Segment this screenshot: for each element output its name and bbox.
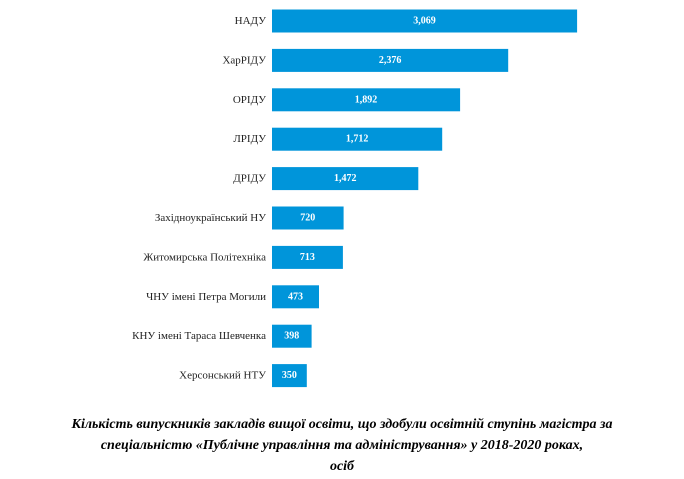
value-label-5: 720 bbox=[300, 213, 315, 224]
category-label-5: Західноукраїнський НУ bbox=[155, 212, 266, 224]
category-label-0: НАДУ bbox=[235, 15, 267, 27]
bar-5 bbox=[272, 206, 344, 230]
value-label-2: 1,892 bbox=[355, 94, 378, 105]
category-label-1: ХарРІДУ bbox=[222, 54, 266, 66]
bar-8 bbox=[272, 324, 312, 348]
value-label-0: 3,069 bbox=[413, 16, 436, 27]
bar-9 bbox=[272, 364, 307, 388]
bar-2 bbox=[272, 88, 461, 112]
category-label-6: Житомирська Політехніка bbox=[143, 251, 266, 263]
caption-line-3: осіб bbox=[329, 459, 355, 474]
bar-7 bbox=[272, 285, 319, 309]
bar-4 bbox=[272, 167, 419, 191]
value-label-1: 2,376 bbox=[379, 55, 402, 66]
value-label-8: 398 bbox=[284, 331, 299, 342]
bar-chart: НАДУ 3,069 ХарРІДУ 2,376 ОРІДУ 1,892 ЛРІДУ 1,71… bbox=[132, 9, 578, 388]
value-label-3: 1,712 bbox=[346, 134, 369, 145]
value-label-4: 1,472 bbox=[334, 173, 357, 184]
chart-canvas: НАДУ 3,069 ХарРІДУ 2,376 ОРІДУ 1,892 ЛРІДУ 1,71… bbox=[132, 9, 578, 388]
value-label-6: 713 bbox=[300, 252, 315, 263]
bar-1 bbox=[272, 48, 509, 72]
bar-6 bbox=[272, 245, 343, 269]
caption-line-1: Кількість випускників закладів вищої осв… bbox=[71, 417, 613, 432]
caption-line-2: спеціальністю «Публічне управління та ад… bbox=[100, 438, 584, 453]
value-label-9: 350 bbox=[282, 370, 297, 381]
category-label-2: ОРІДУ bbox=[233, 94, 266, 106]
chart-caption: Кількість випускників закладів вищої осв… bbox=[40, 414, 644, 477]
value-label-7: 473 bbox=[288, 291, 303, 302]
category-label-4: ДРІДУ bbox=[233, 173, 266, 185]
category-label-8: КНУ імені Тараса Шевченка bbox=[132, 330, 266, 342]
bar-0 bbox=[272, 9, 578, 33]
category-label-3: ЛРІДУ bbox=[233, 133, 266, 145]
bar-3 bbox=[272, 127, 443, 151]
category-label-9: Херсонський НТУ bbox=[179, 370, 266, 382]
category-label-7: ЧНУ імені Петра Могили bbox=[146, 291, 266, 303]
